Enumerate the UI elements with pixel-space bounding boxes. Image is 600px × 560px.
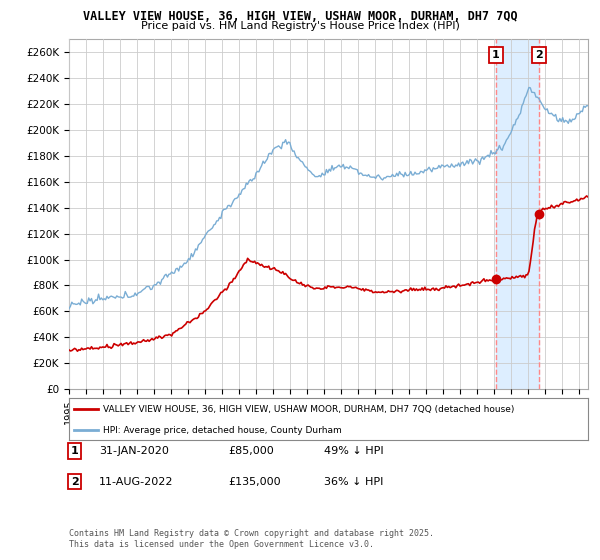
Text: HPI: Average price, detached house, County Durham: HPI: Average price, detached house, Coun… [103,426,341,435]
Text: VALLEY VIEW HOUSE, 36, HIGH VIEW, USHAW MOOR, DURHAM, DH7 7QQ (detached house): VALLEY VIEW HOUSE, 36, HIGH VIEW, USHAW … [103,405,514,414]
Text: Price paid vs. HM Land Registry's House Price Index (HPI): Price paid vs. HM Land Registry's House … [140,21,460,31]
Text: 1: 1 [492,50,500,60]
Text: VALLEY VIEW HOUSE, 36, HIGH VIEW, USHAW MOOR, DURHAM, DH7 7QQ: VALLEY VIEW HOUSE, 36, HIGH VIEW, USHAW … [83,10,517,22]
Text: Contains HM Land Registry data © Crown copyright and database right 2025.
This d: Contains HM Land Registry data © Crown c… [69,529,434,549]
Text: 2: 2 [535,50,543,60]
Text: £135,000: £135,000 [228,477,281,487]
Bar [496,39,539,389]
Text: 11-AUG-2022: 11-AUG-2022 [99,477,173,487]
Text: 1: 1 [71,446,79,456]
Text: 31-JAN-2020: 31-JAN-2020 [99,446,169,456]
Text: 49% ↓ HPI: 49% ↓ HPI [324,446,383,456]
Text: £85,000: £85,000 [228,446,274,456]
Text: 2: 2 [71,477,79,487]
Text: 36% ↓ HPI: 36% ↓ HPI [324,477,383,487]
